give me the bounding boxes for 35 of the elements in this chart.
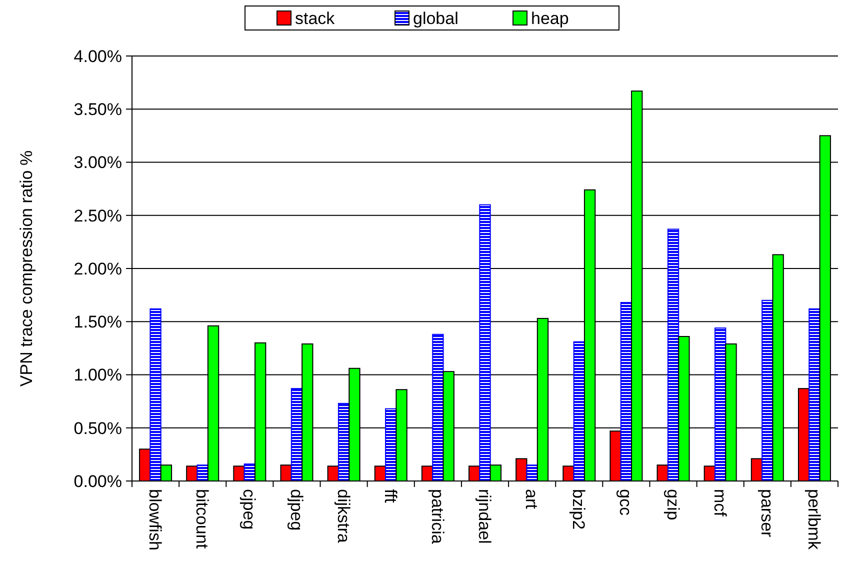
bar <box>667 228 680 482</box>
y-tick-label: 3.00% <box>74 153 122 172</box>
legend-label: stack <box>295 8 336 28</box>
x-tick-label: bzip2 <box>569 489 588 530</box>
bar <box>479 204 491 482</box>
x-tick-label: dijkstra <box>334 489 353 544</box>
y-axis-title: VPN trace compression ratio % <box>17 150 36 387</box>
legend-label: global <box>413 8 458 28</box>
x-tick-label: art <box>522 489 542 510</box>
x-tick-label: fft <box>380 489 400 504</box>
bar <box>808 308 820 482</box>
y-tick-label: 1.50% <box>74 312 122 332</box>
x-tick-label: bitcount <box>192 489 212 549</box>
x-tick-label: mcf <box>710 489 730 517</box>
bar <box>714 328 726 482</box>
x-tick-label: patricia <box>428 489 447 544</box>
y-tick-label: 4.00% <box>74 46 122 66</box>
y-tick-label: 3.50% <box>74 100 122 120</box>
x-tick-label: cjpeg <box>240 489 259 530</box>
y-tick-label: 1.00% <box>74 366 122 385</box>
x-tick-label: blowfish <box>146 489 165 550</box>
x-tick-label: djpeg <box>286 489 306 531</box>
x-tick-label: rijndael <box>475 489 494 544</box>
bar <box>150 308 162 482</box>
x-tick-label: parser <box>757 489 776 538</box>
y-tick-label: 2.50% <box>74 206 122 226</box>
bar <box>620 302 632 482</box>
x-tick-label: gcc <box>616 489 636 516</box>
y-tick-label: 0.50% <box>74 418 122 438</box>
bar <box>432 334 444 482</box>
y-tick-label: 0.00% <box>74 472 122 491</box>
x-tick-label: perlbmk <box>804 489 824 550</box>
x-tick-label: gzip <box>663 489 682 520</box>
legend-label: heap <box>531 8 569 28</box>
y-tick-label: 2.00% <box>74 259 122 278</box>
